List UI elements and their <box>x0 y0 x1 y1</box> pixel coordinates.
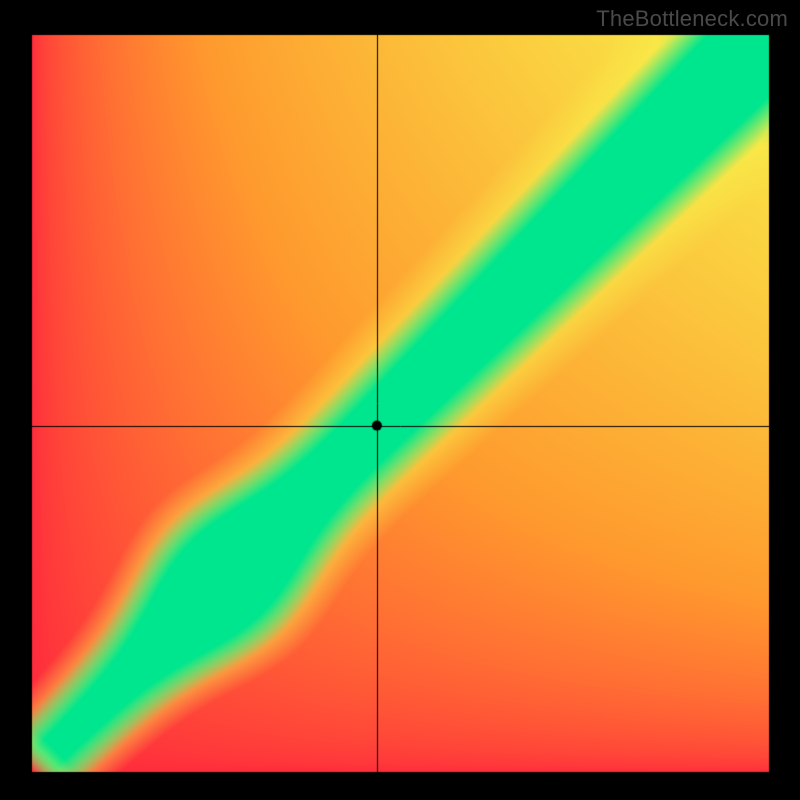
bottleneck-heatmap-canvas <box>0 0 800 800</box>
chart-root: TheBottleneck.com <box>0 0 800 800</box>
watermark-text: TheBottleneck.com <box>596 6 788 32</box>
